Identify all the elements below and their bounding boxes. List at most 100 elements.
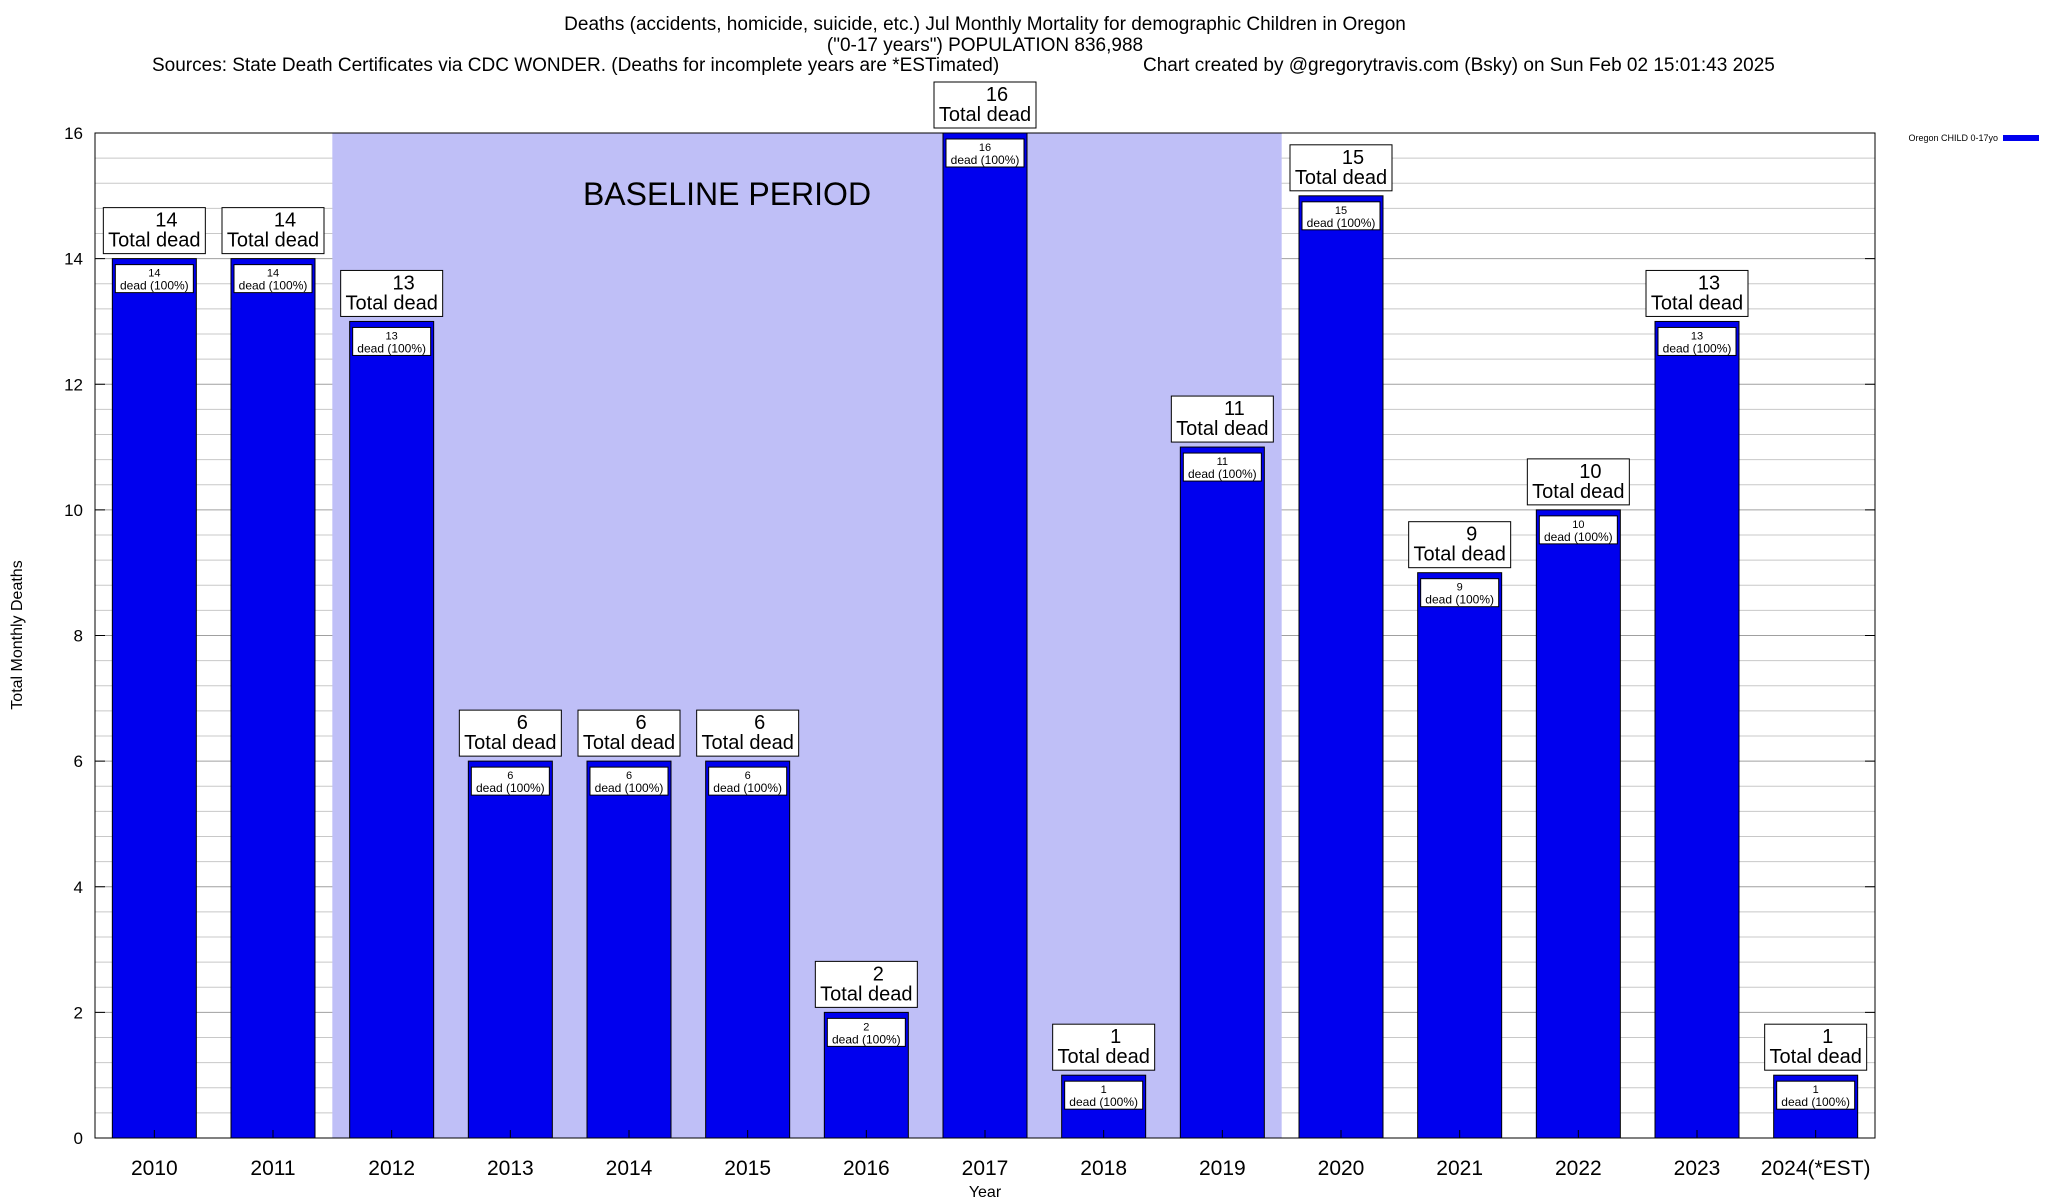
inner-label-value: 10: [1572, 519, 1584, 531]
x-tick-label: 2010: [131, 1157, 178, 1180]
x-tick-label: 2019: [1199, 1157, 1246, 1180]
bar: [705, 760, 791, 1139]
inner-label-text: dead (100%): [832, 1032, 901, 1046]
legend-label: Oregon CHILD 0-17yo: [1908, 133, 1998, 143]
x-tick-label: 2022: [1555, 1157, 1602, 1180]
inner-label-text: dead (100%): [1188, 467, 1257, 481]
total-label-box: [1764, 1023, 1868, 1071]
total-label-value: 6: [635, 712, 646, 734]
total-label-text: Total dead: [1176, 418, 1268, 440]
total-label-value: 13: [393, 272, 415, 294]
y-tick-label: 8: [74, 627, 83, 646]
chart-credit: Chart created by @gregorytravis.com (Bsk…: [1143, 55, 1775, 76]
x-tick-label: 2023: [1674, 1157, 1721, 1180]
inner-label-value: 6: [507, 770, 513, 782]
x-tick-label: 2014: [606, 1157, 653, 1180]
inner-label-box: [1776, 1080, 1856, 1110]
total-label-value: 10: [1579, 461, 1601, 483]
total-label-value: 6: [754, 712, 765, 734]
total-label-value: 14: [155, 210, 177, 232]
y-tick-label: 12: [64, 375, 83, 394]
inner-label-text: dead (100%): [476, 781, 545, 795]
inner-label-box: [1182, 452, 1262, 482]
inner-label-value: 1: [1813, 1084, 1819, 1096]
total-label-text: Total dead: [108, 230, 200, 252]
inner-label-box: [589, 766, 669, 796]
total-label-box: [1526, 458, 1630, 506]
bar: [1298, 195, 1384, 1139]
bar: [349, 320, 435, 1139]
x-tick-label: 2016: [843, 1157, 890, 1180]
total-label-box: [1170, 395, 1274, 443]
total-label-text: Total dead: [1295, 167, 1387, 189]
total-label-text: Total dead: [1058, 1046, 1150, 1068]
x-axis: 2010 2011 2012 2013 2014 2015 2016 2017 2018 2019…: [131, 1130, 1871, 1180]
total-label-box: [1289, 144, 1393, 192]
total-label-value: 6: [517, 712, 528, 734]
inner-label-value: 14: [267, 268, 279, 280]
inner-label-text: dead (100%): [951, 153, 1020, 167]
x-tick-label: 2024(*EST): [1761, 1157, 1871, 1180]
inner-label-box: [1301, 201, 1381, 231]
total-label-box: [1645, 269, 1749, 317]
total-label-text: Total dead: [1414, 544, 1506, 566]
inner-label-text: dead (100%): [357, 341, 426, 355]
inner-label-value: 2: [863, 1021, 869, 1033]
total-label-text: Total dead: [464, 732, 556, 754]
inner-label-box: [470, 766, 550, 796]
bar: [467, 760, 553, 1139]
inner-label-value: 13: [386, 330, 398, 342]
y-tick-label: 2: [74, 1003, 83, 1022]
x-axis-label: Year: [969, 1184, 1002, 1200]
inner-label-value: 9: [1457, 582, 1463, 594]
total-label-value: 15: [1342, 147, 1364, 169]
baseline-label: BASELINE PERIOD: [583, 176, 871, 212]
y-tick-label: 4: [74, 878, 83, 897]
inner-label-text: dead (100%): [713, 781, 782, 795]
inner-label-box: [1420, 578, 1500, 608]
total-label-box: [458, 709, 562, 757]
total-label-text: Total dead: [227, 230, 319, 252]
inner-label-text: dead (100%): [1425, 593, 1494, 607]
y-tick-label: 10: [64, 501, 83, 520]
bar: [1535, 509, 1621, 1139]
total-label-text: Total dead: [702, 732, 794, 754]
total-label-box: [814, 960, 918, 1008]
legend-swatch: [2003, 135, 2039, 141]
x-tick-label: 2020: [1318, 1157, 1365, 1180]
total-label-value: 16: [986, 84, 1008, 106]
x-tick-label: 2015: [724, 1157, 771, 1180]
y-axis-label: Total Monthly Deaths: [9, 560, 26, 709]
total-label-box: [696, 709, 800, 757]
total-label-text: Total dead: [1651, 292, 1743, 314]
x-tick-label: 2021: [1436, 1157, 1483, 1180]
x-tick-label: 2011: [250, 1157, 295, 1180]
x-tick-label: 2018: [1080, 1157, 1127, 1180]
total-label-value: 11: [1224, 398, 1245, 420]
total-label-box: [340, 269, 444, 317]
inner-label-box: [114, 264, 194, 294]
bar: [1654, 320, 1740, 1139]
inner-label-text: dead (100%): [239, 279, 308, 293]
